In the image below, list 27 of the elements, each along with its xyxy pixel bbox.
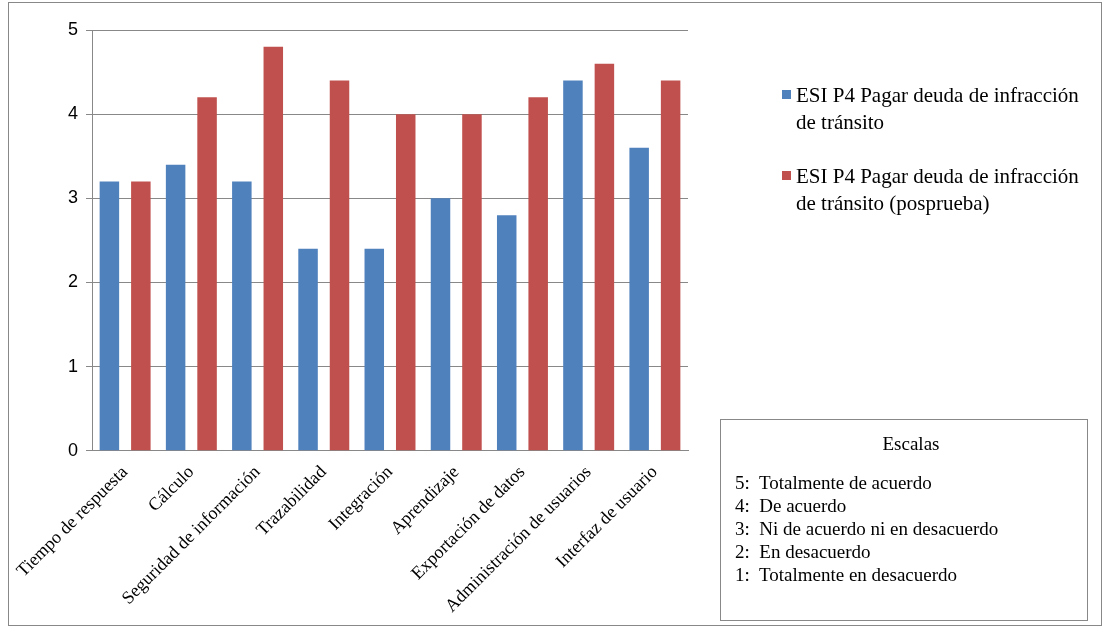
bar (594, 63, 615, 451)
bar (131, 181, 151, 451)
bar (395, 114, 416, 451)
bar (629, 147, 649, 451)
bar (430, 198, 451, 451)
bar (528, 97, 548, 451)
bar (165, 164, 186, 451)
y-tick-label: 0 (68, 439, 79, 460)
bar (462, 114, 482, 451)
bar (197, 97, 217, 451)
bar (496, 215, 517, 451)
bar (232, 181, 252, 451)
y-tick-label: 1 (68, 355, 79, 376)
y-tick-label: 4 (68, 103, 79, 124)
legend-label: ESI P4 Pagar deuda de infracción de tránsito (posprueba) (795, 163, 1080, 217)
y-tick-label: 3 (68, 187, 79, 208)
bar (263, 46, 284, 451)
bar (563, 80, 583, 451)
scale-note-box: Escalas 5: Totalmente de acuerdo 4: De acuerdo 3: Ni de acuerdo ni en desacuerdo 2: En desacuerdo 1: Totalmente en desacuerdo (720, 419, 1088, 621)
bar (364, 248, 385, 451)
bar (329, 80, 350, 451)
bar (99, 181, 120, 451)
y-tick-label: 2 (68, 271, 79, 292)
y-tick-label: 5 (68, 18, 79, 39)
bar (660, 80, 681, 451)
bar (298, 248, 318, 451)
legend-label: ESI P4 Pagar deuda de infracción de tránsito (795, 82, 1080, 136)
